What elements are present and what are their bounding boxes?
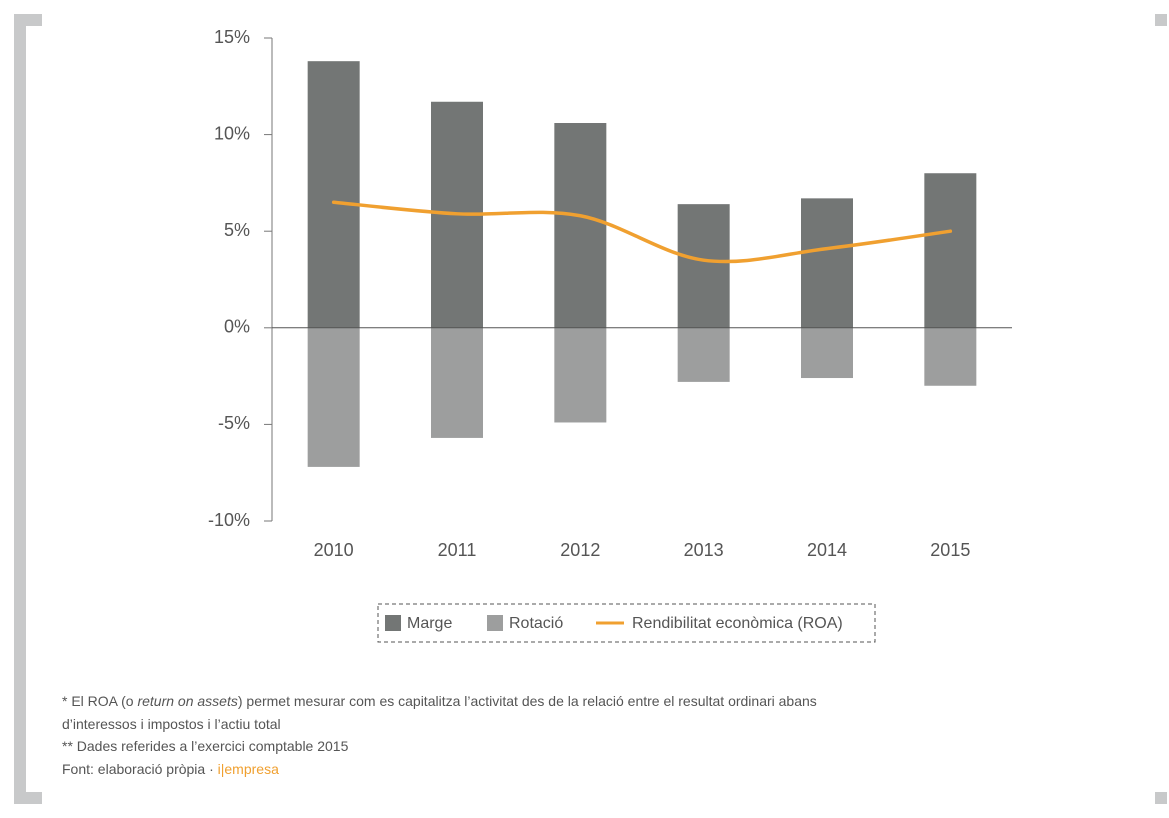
legend-swatch <box>385 615 401 631</box>
note-text: * El ROA (o <box>62 693 138 709</box>
bar <box>924 173 977 328</box>
legend-label: Rendibilitat econòmica (ROA) <box>632 615 843 632</box>
bar <box>554 123 607 328</box>
frame-corner <box>1155 14 1167 26</box>
legend-swatch <box>487 615 503 631</box>
note: ** Dades referides a l’exercici comptabl… <box>62 738 349 754</box>
bar <box>307 61 360 328</box>
x-tick-label: 2013 <box>684 540 724 560</box>
source-text: Font: elaboració pròpia · <box>62 760 218 777</box>
y-tick-label: 15% <box>214 27 250 47</box>
frame-top-tab <box>14 14 42 26</box>
y-tick-label: -10% <box>208 510 250 530</box>
note-text: return on assets <box>137 693 238 709</box>
legend-label: Rotació <box>509 615 563 632</box>
frame-left <box>14 14 26 804</box>
bar <box>307 327 360 467</box>
bar <box>801 198 853 328</box>
bar <box>677 204 730 328</box>
notes: * El ROA (o return on assets) permet mes… <box>62 690 817 780</box>
note: Font: elaboració pròpia · i|empresa <box>62 758 817 781</box>
note: d’interessos i impostos i l’actiu total <box>62 715 281 732</box>
x-tick-label: 2014 <box>807 540 847 560</box>
x-tick-label: 2011 <box>438 540 477 560</box>
y-tick-label: -5% <box>218 413 250 433</box>
legend-label: Marge <box>407 615 452 632</box>
bar <box>554 327 607 423</box>
legend-box <box>377 603 876 643</box>
y-tick-label: 0% <box>224 317 250 337</box>
x-tick-label: 2010 <box>314 540 354 560</box>
frame-bottom-tab <box>14 792 42 804</box>
bar <box>431 327 483 438</box>
y-tick-label: 5% <box>224 220 250 240</box>
note-text: ) permet mesurar com es capitalitza l’ac… <box>237 693 817 709</box>
frame-corner <box>1155 792 1167 804</box>
y-tick-label: 10% <box>214 123 250 143</box>
line <box>331 200 953 264</box>
source-link: i|empresa <box>217 760 279 777</box>
bar <box>801 327 853 379</box>
note: * El ROA (o return on assets) permet mes… <box>62 690 817 713</box>
x-tick-label: 2012 <box>560 540 600 560</box>
bar <box>677 327 730 382</box>
x-tick-label: 2015 <box>930 540 970 560</box>
bar <box>924 327 977 386</box>
